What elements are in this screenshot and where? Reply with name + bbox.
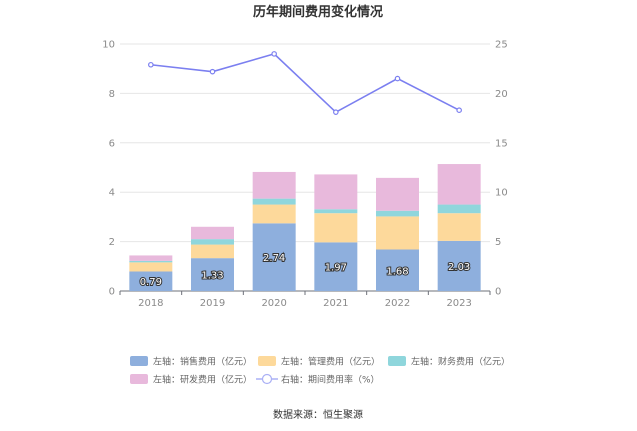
bar-segment <box>314 213 358 243</box>
grid-lines <box>120 43 490 243</box>
bar-segment <box>314 174 358 210</box>
bar-segment <box>191 239 234 245</box>
bar-segment <box>129 260 173 263</box>
x-tick-label: 2022 <box>385 298 410 309</box>
legend-swatch <box>258 356 276 366</box>
source-note: 数据来源：恒生聚源 <box>273 408 363 421</box>
legend-label: 左轴：研发费用（亿元） <box>153 374 252 386</box>
right-tick-label: 5 <box>495 237 501 248</box>
bar-value-label: 2.74 <box>263 253 285 264</box>
legend[interactable]: 左轴：销售费用（亿元） 左轴：管理费用（亿元） 左轴：财务费用（亿元） 左轴：研发费用… <box>130 356 510 386</box>
bar-value-label: 1.97 <box>325 263 347 274</box>
chart-title: 历年期间费用变化情况 <box>253 4 383 20</box>
bar-segment <box>252 204 296 224</box>
left-tick-label: 8 <box>109 89 115 100</box>
bar-value-label: 1.33 <box>201 271 223 282</box>
legend-item[interactable]: 左轴：销售费用（亿元） <box>130 356 252 368</box>
right-tick-label: 20 <box>495 89 508 100</box>
bar-segment <box>129 271 173 291</box>
right-tick-label: 0 <box>495 287 501 298</box>
bar-segment <box>376 177 419 211</box>
bar-segment <box>314 209 358 214</box>
line-point <box>209 68 216 75</box>
bar-segment <box>129 255 173 261</box>
line-path <box>150 52 460 114</box>
line-point <box>456 107 462 113</box>
line-series <box>148 51 462 115</box>
bar-value-label: 2.03 <box>448 262 470 273</box>
legend-swatch <box>130 374 148 384</box>
right-tick-label: 10 <box>495 188 508 199</box>
x-tick-label: 2023 <box>446 298 471 309</box>
legend-label: 右轴：期间费用率（%） <box>281 374 380 386</box>
bar-segment <box>252 171 296 199</box>
bar-segment <box>376 216 419 250</box>
left-tick-label: 0 <box>109 287 115 298</box>
line-point <box>394 75 401 82</box>
bar-segment <box>191 258 234 291</box>
bar-segment <box>437 213 481 241</box>
legend-item[interactable]: 左轴：研发费用（亿元） <box>130 374 252 386</box>
legend-marker <box>261 373 273 385</box>
right-tick-label: 25 <box>495 40 508 51</box>
legend-label: 左轴：销售费用（亿元） <box>153 356 252 368</box>
legend-item[interactable]: 右轴：期间费用率（%） <box>256 374 380 386</box>
left-tick-label: 6 <box>109 138 115 149</box>
legend-swatch <box>130 356 148 366</box>
right-tick-label: 15 <box>495 138 508 149</box>
bar-segment <box>191 226 234 240</box>
line-point <box>148 61 154 68</box>
legend-swatch <box>388 356 406 366</box>
left-axis-ticks: 0 2 4 6 8 10 <box>102 40 115 298</box>
bar-segment <box>252 198 296 205</box>
bar-segment <box>376 210 419 217</box>
bar-series <box>129 164 481 291</box>
x-tick-label: 2019 <box>200 298 225 309</box>
bar-segment <box>437 164 481 205</box>
left-tick-label: 10 <box>102 40 115 51</box>
legend-label: 左轴：财务费用（亿元） <box>411 356 510 368</box>
bar-segment <box>376 249 419 291</box>
bar-value-label: 1.68 <box>386 266 408 277</box>
legend-label: 左轴：管理费用（亿元） <box>281 356 380 368</box>
bar-value-label: 0.79 <box>140 277 162 288</box>
x-tick-label: 2018 <box>138 298 163 309</box>
line-point <box>271 51 277 57</box>
legend-item[interactable]: 左轴：管理费用（亿元） <box>258 356 380 368</box>
x-tick-label: 2020 <box>261 298 286 309</box>
legend-item[interactable]: 左轴：财务费用（亿元） <box>388 356 510 368</box>
left-tick-label: 4 <box>109 188 115 199</box>
bar-segment <box>191 244 234 259</box>
bar-segment <box>437 240 481 291</box>
right-axis-ticks: 0 5 10 15 20 25 <box>495 40 508 298</box>
bar-segment <box>252 223 296 291</box>
x-tick-label: 2021 <box>323 298 348 309</box>
bar-segment <box>129 262 173 272</box>
bar-segment <box>314 242 358 291</box>
bar-segment <box>437 204 481 214</box>
bar-data-labels: 0.79 1.33 2.74 1.97 1.68 2.03 <box>139 252 472 289</box>
line-point <box>333 109 339 115</box>
x-axis-ticks: 2018 2019 2020 2021 2022 2023 <box>119 291 491 309</box>
left-tick-label: 2 <box>109 237 115 248</box>
